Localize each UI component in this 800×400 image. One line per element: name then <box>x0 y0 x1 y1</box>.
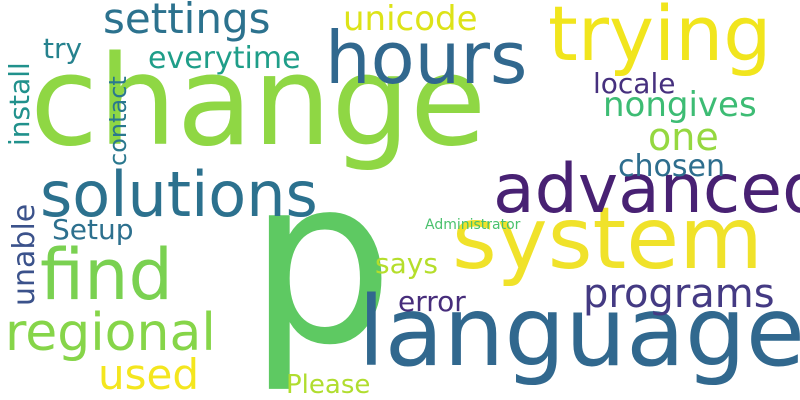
word-locale: locale <box>593 67 676 100</box>
word-language: language <box>358 276 800 388</box>
word-error: error <box>398 285 466 318</box>
word-p: p <box>248 129 394 396</box>
word-change: change <box>30 30 487 174</box>
word-hours: hours <box>325 16 528 100</box>
word-everytime: everytime <box>148 41 301 76</box>
word-setup: Setup <box>52 213 134 246</box>
word-trying: trying <box>548 0 772 78</box>
word-used: used <box>98 350 200 399</box>
word-says: says <box>375 247 438 280</box>
word-unable: unable <box>7 203 42 306</box>
word-install: install <box>3 62 36 146</box>
word-programs: programs <box>583 271 775 317</box>
word-regional: regional <box>5 303 216 363</box>
word-nongives: nongives <box>603 85 757 125</box>
word-contact: contact <box>104 76 132 166</box>
word-solutions: solutions <box>40 158 318 231</box>
word-one: one <box>648 115 719 159</box>
word-system: system <box>452 189 763 289</box>
word-chosen: chosen <box>618 149 725 184</box>
word-please: Please <box>286 370 371 400</box>
word-settings: settings <box>103 0 271 43</box>
word-unicode: unicode <box>343 0 478 39</box>
word-try: try <box>43 32 83 65</box>
word-advanced: advanced <box>493 150 800 229</box>
word-find: find <box>40 234 173 316</box>
word-administrator: Administrator <box>425 217 521 233</box>
